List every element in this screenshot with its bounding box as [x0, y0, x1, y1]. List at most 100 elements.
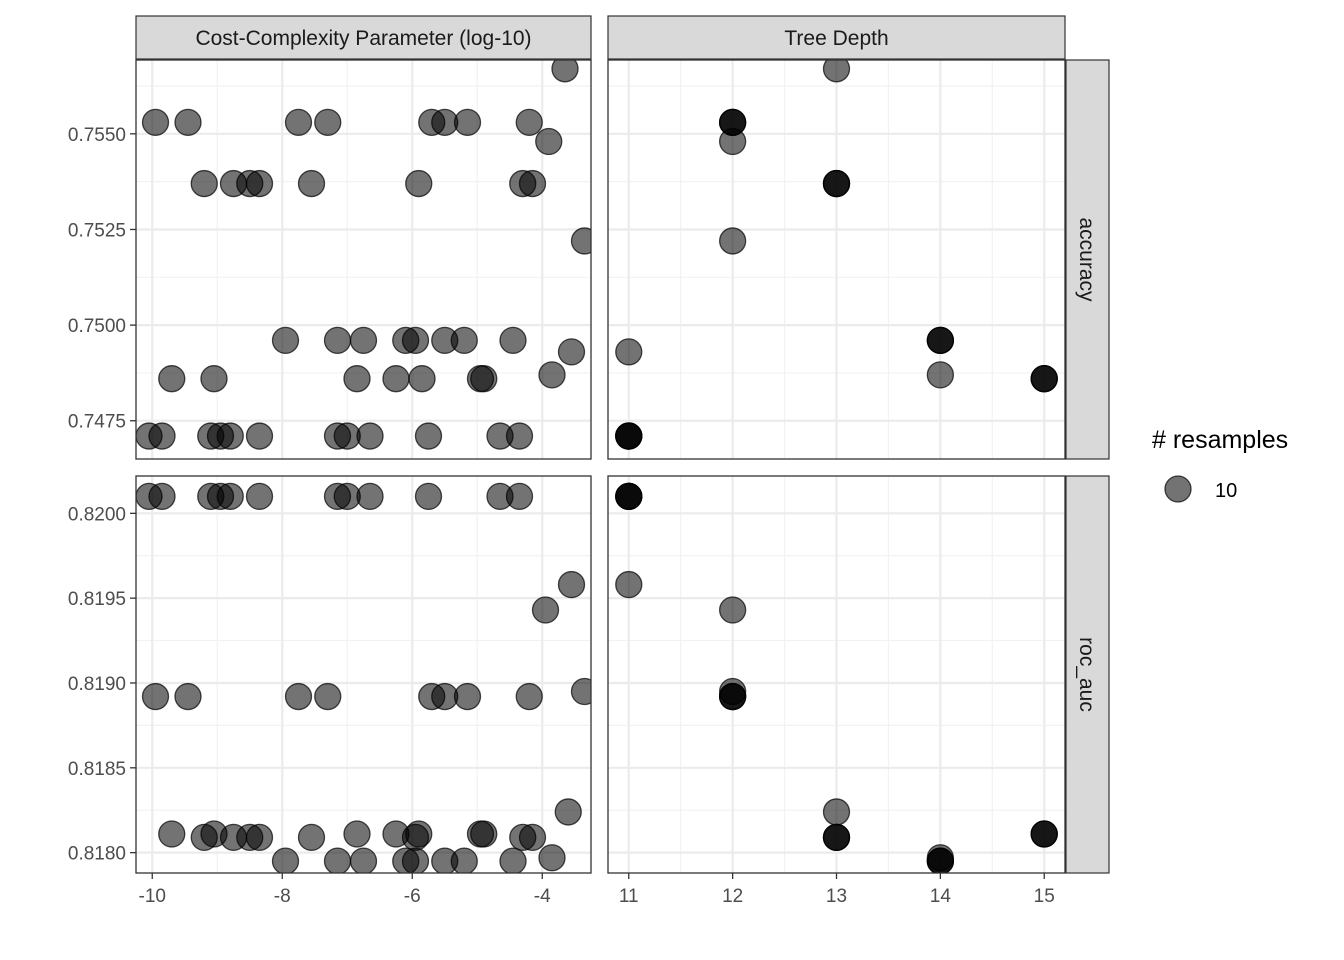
data-point — [499, 326, 527, 355]
legend-label: 10 — [1215, 480, 1237, 502]
strip-roc-auc — [1065, 475, 1110, 874]
data-point — [1030, 365, 1058, 393]
data-point — [284, 108, 313, 137]
data-point — [515, 108, 543, 137]
data-point — [822, 60, 851, 83]
x-tick-label: 13 — [826, 886, 847, 907]
strip-label-accuracy: accuracy — [1075, 217, 1098, 302]
data-point — [405, 169, 433, 198]
data-point — [718, 108, 747, 137]
data-point — [158, 365, 186, 393]
x-tick-label: 11 — [619, 886, 639, 907]
data-point — [356, 422, 384, 450]
data-point — [190, 169, 218, 198]
y-tick-label: 0.8180 — [68, 844, 126, 865]
data-point — [271, 326, 300, 355]
panel-accuracy-1 — [607, 59, 1066, 460]
data-point — [535, 127, 563, 156]
data-point — [538, 361, 566, 389]
data-point — [505, 482, 534, 511]
data-point — [408, 365, 436, 393]
strip-tree-depth — [607, 15, 1066, 60]
data-point — [414, 482, 443, 511]
strips-layer: Cost-Complexity Parameter (log-10) Tree … — [135, 15, 1110, 874]
data-point — [401, 326, 430, 355]
legend: # resamples 10 — [1152, 426, 1288, 503]
data-point — [453, 108, 482, 137]
x-tick-label: -6 — [404, 886, 421, 907]
y-tick-label: 0.8190 — [68, 674, 126, 695]
data-point — [718, 227, 747, 255]
x-tick-label: 14 — [930, 886, 952, 907]
data-point — [216, 422, 244, 450]
y-tick-label: 0.8200 — [68, 504, 126, 525]
data-point — [557, 338, 586, 366]
data-point — [141, 108, 170, 137]
data-point — [245, 823, 274, 852]
strip-label-roc-auc: roc_auc — [1075, 637, 1098, 712]
data-point — [245, 482, 274, 511]
panel-border — [135, 59, 592, 460]
strip-label-tree-depth: Tree Depth — [784, 27, 888, 50]
panel-background — [136, 476, 591, 873]
data-point — [450, 847, 478, 873]
data-point — [615, 338, 643, 366]
panel-roc_auc-1: 11 12 13 14 15 — [607, 475, 1066, 907]
data-point — [216, 482, 244, 511]
data-point — [470, 365, 498, 393]
data-point — [718, 596, 747, 624]
gridlines — [608, 476, 1065, 873]
data-point — [343, 365, 371, 393]
data-point — [926, 326, 955, 355]
data-points — [615, 482, 1058, 873]
legend-key-point — [1164, 475, 1192, 503]
y-tick-label: 0.8195 — [68, 589, 126, 610]
x-tick-label: -4 — [534, 886, 551, 907]
panel-roc_auc-0: 0.8180 0.8185 0.8190 0.8195 0.8200 -10 -8 -6 -4 — [68, 475, 592, 907]
data-point — [356, 482, 384, 511]
gridlines — [136, 476, 591, 873]
y-tick-label: 0.7500 — [68, 316, 126, 337]
strip-cost-complexity — [135, 15, 592, 60]
data-point — [245, 169, 274, 198]
data-point — [570, 227, 591, 255]
data-point — [926, 361, 955, 389]
y-tick-label: 0.7475 — [68, 412, 126, 433]
panel-border — [135, 475, 592, 874]
data-point — [499, 847, 527, 873]
y-tick-label: 0.7525 — [68, 220, 126, 241]
data-point — [718, 682, 747, 711]
data-point — [245, 422, 274, 450]
x-tick-label: 15 — [1034, 886, 1055, 907]
strip-accuracy — [1065, 59, 1110, 460]
data-point — [200, 365, 228, 393]
data-point — [538, 844, 566, 872]
x-tick-label: -10 — [139, 886, 166, 907]
y-tick-label: 0.8185 — [68, 759, 126, 780]
data-point — [453, 682, 482, 711]
data-point — [141, 682, 170, 711]
data-points — [136, 482, 591, 873]
x-tick-label: -8 — [274, 886, 291, 907]
data-point — [551, 60, 579, 83]
data-point — [314, 682, 342, 711]
data-point — [414, 422, 443, 450]
data-point — [570, 677, 591, 706]
data-point — [297, 169, 326, 198]
panels-layer: 0.74750.75000.75250.75500.81800.81850.81… — [68, 59, 1066, 907]
data-point — [349, 847, 378, 873]
data-point — [405, 820, 433, 848]
data-point — [343, 820, 371, 848]
data-point — [518, 169, 547, 198]
data-point — [450, 326, 478, 355]
data-point — [505, 422, 534, 450]
data-point — [323, 847, 352, 873]
data-point — [148, 482, 176, 511]
data-point — [515, 682, 543, 711]
panel-border — [607, 59, 1066, 460]
data-point — [615, 422, 643, 450]
data-point — [531, 596, 560, 624]
data-point — [557, 570, 586, 599]
data-point — [822, 823, 851, 852]
